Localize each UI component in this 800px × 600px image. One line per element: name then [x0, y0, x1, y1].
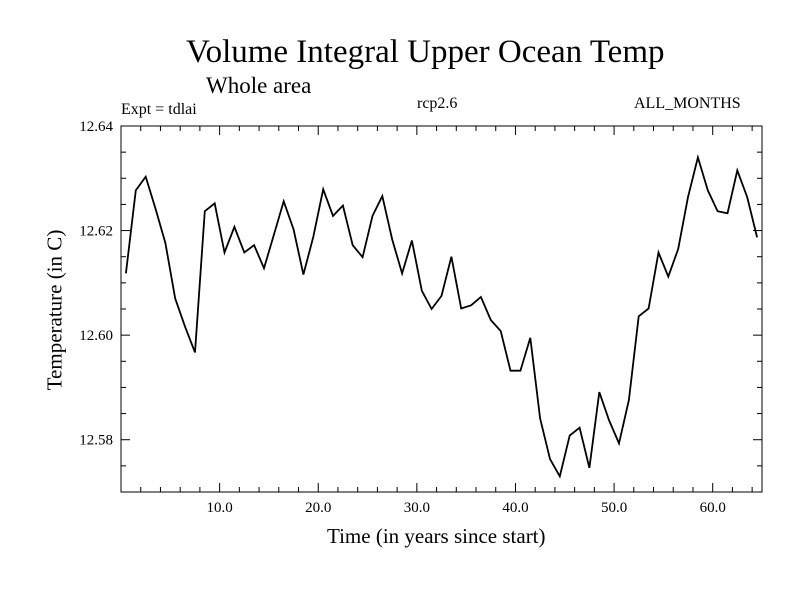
chart-subtitle: Whole area	[206, 73, 312, 98]
y-tick-label: 12.62	[79, 224, 113, 240]
x-tick-label: 40.0	[502, 500, 528, 516]
x-tick-label: 10.0	[206, 500, 232, 516]
chart-title: Volume Integral Upper Ocean Temp	[186, 34, 665, 70]
x-tick-label: 20.0	[305, 500, 331, 516]
y-tick-label: 12.58	[79, 433, 113, 449]
x-tick-label: 30.0	[404, 500, 430, 516]
y-tick-label: 12.64	[79, 119, 113, 135]
series-layer	[125, 154, 758, 479]
axes	[120, 125, 763, 493]
tick-labels: 10.0 20.0 30.0 40.0 50.0 60.0 12.58 12.60 12.62 1…	[79, 119, 726, 516]
plot-frame	[120, 125, 763, 493]
x-tick-label: 50.0	[601, 500, 627, 516]
scenario-label: rcp2.6	[417, 95, 458, 112]
experiment-label: Expt = tdlai	[121, 101, 197, 118]
axis-ticks	[121, 126, 762, 492]
y-tick-label: 12.60	[79, 328, 113, 344]
series-line	[125, 154, 758, 479]
period-label: ALL_MONTHS	[634, 95, 741, 112]
x-tick-label: 60.0	[700, 500, 726, 516]
x-axis-label: Time (in years since start)	[327, 524, 546, 548]
